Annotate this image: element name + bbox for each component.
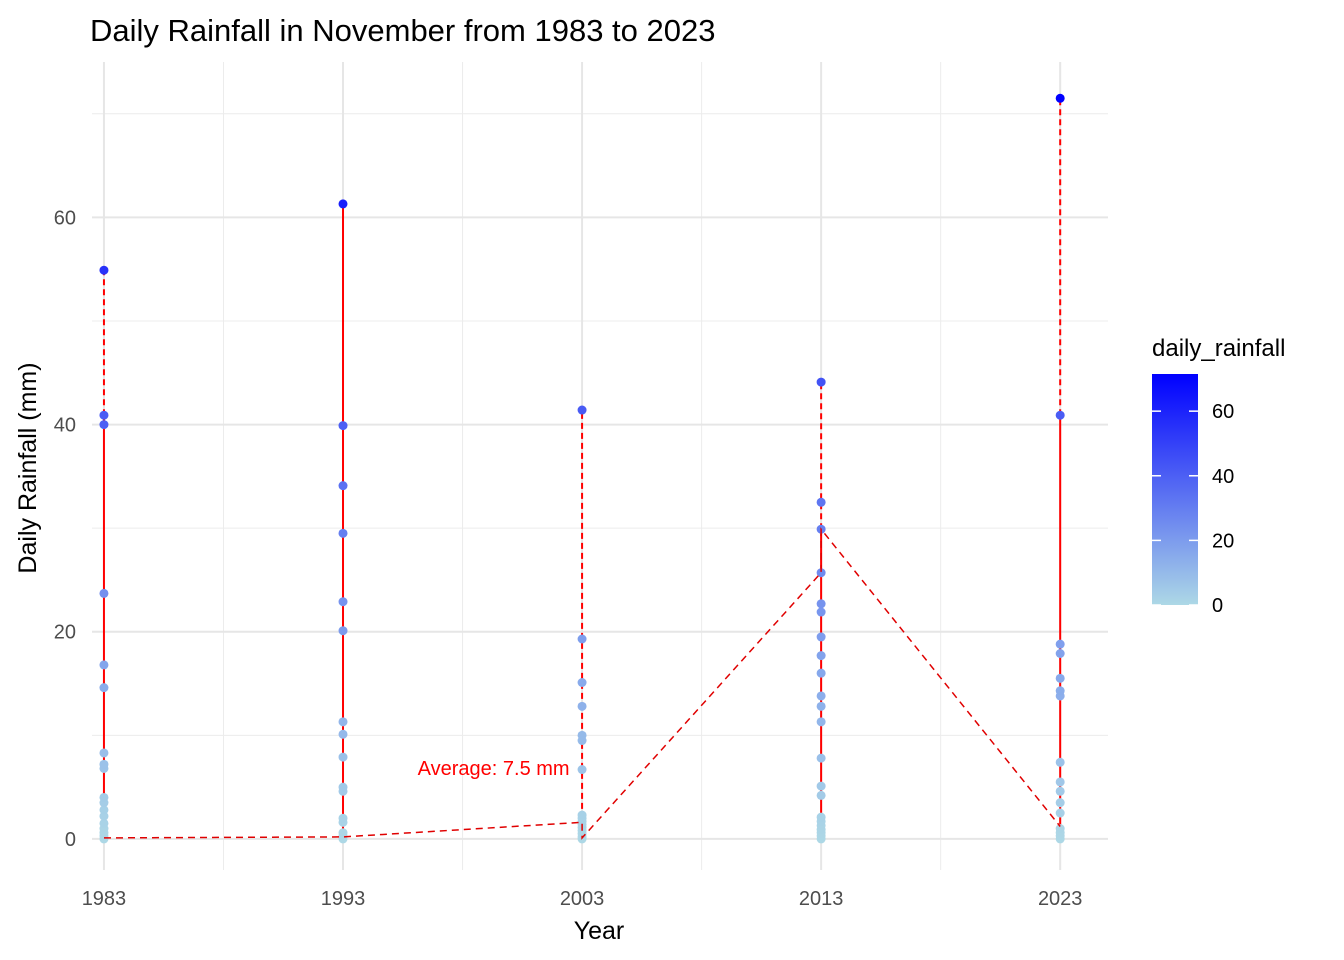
x-tick-label: 2003: [560, 888, 605, 910]
color-legend: daily_rainfall 0 20 40 60: [1152, 335, 1285, 617]
data-point: [338, 752, 348, 762]
data-point: [816, 790, 826, 800]
data-point: [816, 717, 826, 727]
trend-polyline: [103, 527, 1061, 840]
data-point: [338, 729, 348, 739]
legend-tick-label: 0: [1212, 595, 1223, 617]
chart-title: Daily Rainfall in November from 1983 to …: [90, 13, 715, 48]
y-axis-ticks: 0 20 40 60: [54, 207, 76, 851]
data-point: [816, 568, 826, 578]
x-tick-label: 1993: [321, 888, 366, 910]
data-point: [99, 805, 109, 815]
dashed-trend-line: [103, 527, 1061, 840]
data-point: [577, 810, 587, 820]
data-point: [816, 701, 826, 711]
data-point: [1055, 757, 1065, 767]
data-point: [338, 421, 348, 431]
data-point: [816, 812, 826, 822]
data-point: [338, 626, 348, 636]
legend-tick-label: 60: [1212, 401, 1234, 423]
data-point: [99, 588, 109, 598]
y-tick-label: 0: [65, 829, 76, 851]
y-tick-label: 40: [54, 415, 76, 437]
data-point: [99, 811, 109, 821]
data-point: [816, 599, 826, 609]
data-point: [1055, 824, 1065, 834]
data-point: [338, 528, 348, 538]
average-annotation: Average: 7.5 mm: [418, 758, 570, 780]
data-point: [816, 607, 826, 617]
data-point: [1055, 410, 1065, 420]
data-point: [577, 405, 587, 415]
data-point: [1055, 673, 1065, 683]
data-point: [99, 818, 109, 828]
legend-ticks: 0 20 40 60: [1152, 401, 1234, 617]
data-point: [816, 377, 826, 387]
data-point: [816, 753, 826, 763]
data-point: [99, 683, 109, 693]
y-axis-label: Daily Rainfall (mm): [14, 362, 42, 573]
data-point: [1055, 777, 1065, 787]
x-axis-label: Year: [574, 917, 625, 945]
data-point: [577, 701, 587, 711]
data-point: [99, 420, 109, 430]
grid-lines: [92, 62, 1108, 870]
data-point: [99, 660, 109, 670]
data-point: [99, 748, 109, 758]
data-point: [816, 781, 826, 791]
data-point: [577, 678, 587, 688]
data-point: [1055, 686, 1065, 696]
legend-tick-label: 20: [1212, 530, 1234, 552]
data-point: [1055, 639, 1065, 649]
data-points: [99, 93, 1065, 844]
data-point: [99, 759, 109, 769]
y-tick-label: 60: [54, 207, 76, 229]
data-point: [1055, 648, 1065, 658]
data-point: [338, 828, 348, 838]
data-point: [577, 634, 587, 644]
data-point: [338, 782, 348, 792]
data-point: [816, 668, 826, 678]
legend-title: daily_rainfall: [1152, 335, 1285, 362]
data-point: [1055, 808, 1065, 818]
y-tick-label: 20: [54, 622, 76, 644]
x-axis-ticks: 1983 1993 2003 2013 2023: [82, 888, 1083, 910]
x-tick-label: 1983: [82, 888, 127, 910]
data-point: [816, 632, 826, 642]
data-point: [338, 717, 348, 727]
data-point: [577, 730, 587, 740]
data-point: [816, 691, 826, 701]
data-point: [99, 410, 109, 420]
data-point: [338, 813, 348, 823]
legend-tick-label: 40: [1212, 466, 1234, 488]
data-point: [816, 651, 826, 661]
data-point: [99, 792, 109, 802]
data-point: [1055, 798, 1065, 808]
data-point: [338, 597, 348, 607]
x-tick-label: 2023: [1038, 888, 1083, 910]
data-point: [99, 265, 109, 275]
data-point: [577, 765, 587, 775]
data-point: [1055, 786, 1065, 796]
x-tick-label: 2013: [799, 888, 844, 910]
data-point: [1055, 93, 1065, 103]
data-point: [816, 497, 826, 507]
data-point: [338, 481, 348, 491]
legend-color-bar: [1152, 374, 1198, 605]
data-point: [338, 199, 348, 209]
